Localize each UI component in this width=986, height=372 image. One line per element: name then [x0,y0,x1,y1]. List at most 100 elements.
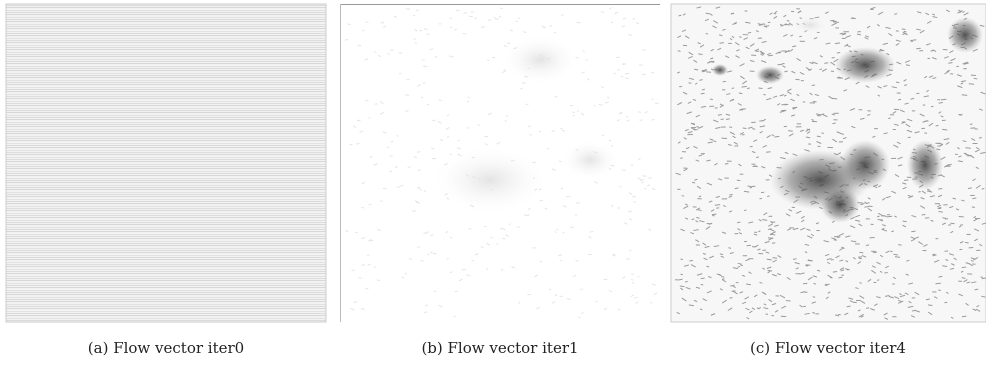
flow-dash [610,204,614,207]
flow-dash [800,215,805,219]
flow-dash [646,184,651,187]
flow-dash [724,55,730,59]
flow-dash [523,214,528,217]
flow-dash [538,188,542,191]
flow-dash [729,296,733,299]
flow-dash [608,289,613,293]
flow-dash [706,182,713,186]
flow-dash [383,25,387,28]
flow-dash [714,162,718,166]
flow-dash [835,314,840,317]
flow-dash [844,312,849,316]
flow-dash [642,175,647,177]
flow-dash [972,308,977,311]
flow-dash [407,166,411,169]
flow-dash [449,17,453,20]
flow-dash [872,251,878,254]
flow-dash [481,26,485,29]
flow-dash [725,113,731,116]
flow-dash [774,10,778,14]
flow-dash [845,35,851,38]
flow-dash [486,242,491,246]
flow-dash [955,208,960,211]
flow-dash [769,228,775,232]
flow-dash [892,111,897,114]
flow-dash [807,235,813,239]
flow-dash [456,147,461,150]
flow-dash [418,188,422,191]
flow-dash [932,254,937,257]
flow-dash [894,215,898,218]
flow-dash [704,245,710,249]
flow-dash [710,57,714,60]
flow-dash [743,190,750,193]
flow-dash [708,200,713,203]
flow-dash [854,214,861,218]
flow-dash [761,40,767,43]
flow-dash [710,313,716,316]
flow-dash [685,286,691,290]
flow-dash [819,68,823,71]
flow-dash [779,294,786,299]
flow-dash [389,170,393,173]
flow-dash [760,53,764,56]
flow-dash [831,237,837,240]
flow-dash [877,85,882,89]
flow-dash [836,77,841,79]
flow-dash [859,282,862,284]
flow-dash [895,39,901,42]
flow-dash [487,112,492,116]
flow-dash [831,113,836,116]
flow-dash [910,236,915,240]
flow-dash [932,13,936,16]
flow-dash [593,105,596,107]
flow-dash [628,34,633,36]
flow-dash [503,228,506,231]
flow-dash [471,176,477,179]
flow-dash [716,273,721,276]
flow-dash [416,186,421,189]
flow-dash [579,288,583,291]
flow-dash [786,19,790,22]
flow-dash [741,85,747,88]
flow-dash [769,12,773,15]
flow-dash [748,221,754,224]
flow-dash [884,294,890,297]
flow-dash [677,102,683,106]
flow-dash [741,301,747,305]
flow-dash [536,306,540,310]
flow-dash [942,128,948,131]
flow-dash [709,255,715,259]
flow-dash [406,78,410,81]
flow-dash [744,296,750,300]
flow-dash [866,307,870,309]
flow-dash [680,157,683,159]
flow-dash [786,276,791,281]
flow-dash [470,204,475,208]
flow-dash [444,192,448,196]
flow-dash [415,201,421,204]
flow-dash [897,300,904,304]
flow-dash [945,291,949,294]
flow-dash [361,236,366,240]
flow-dash [883,85,888,88]
flow-dash [753,233,758,236]
flow-dash [760,52,765,55]
flow-dash [796,93,800,97]
flow-dash [944,70,950,75]
flow-dash [756,156,760,159]
flow-dash [713,119,719,123]
flow-dash [376,279,381,282]
flow-dash [788,209,793,212]
flow-dash [911,230,916,233]
flow-dash [895,30,899,32]
flow-dash [713,245,720,248]
flow-dash [480,245,484,249]
flow-dash [953,257,957,261]
flow-dash [740,264,743,267]
flow-dash [507,42,511,45]
flow-dash [959,241,964,244]
flow-dash [588,236,592,239]
flow-dash [763,307,769,310]
flow-dash [721,299,727,304]
